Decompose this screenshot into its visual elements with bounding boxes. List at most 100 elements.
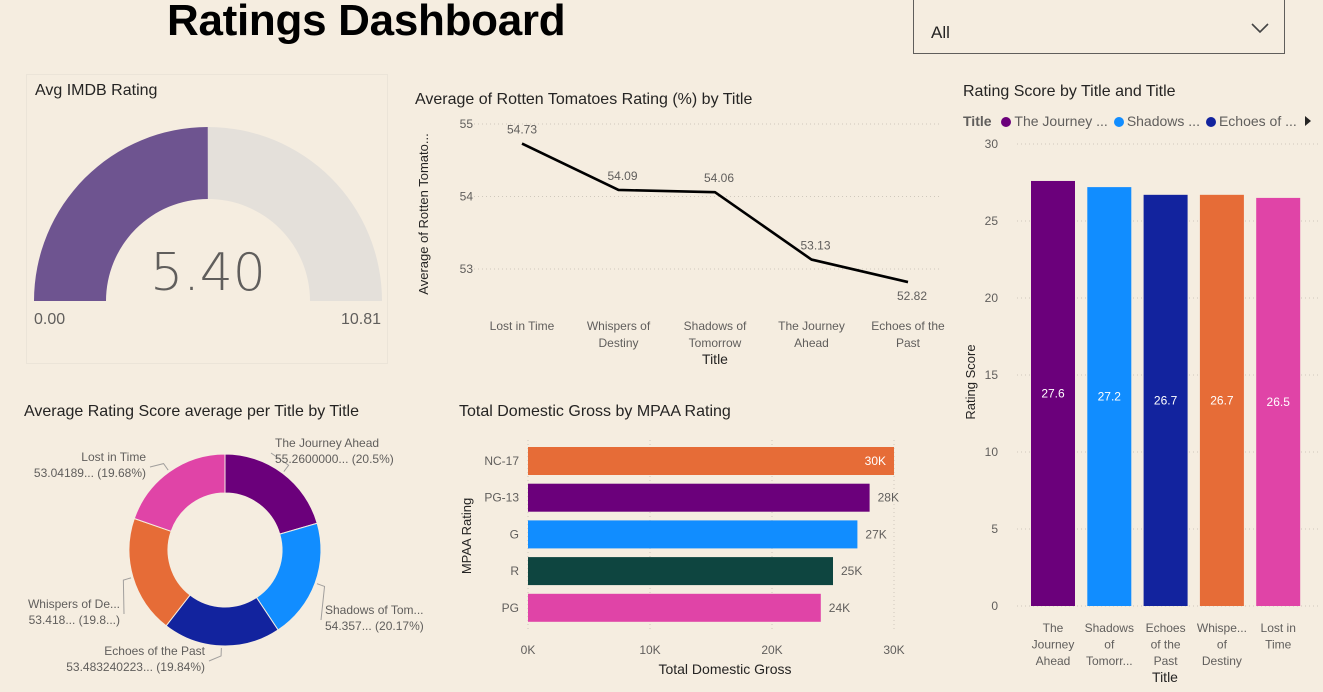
line-xtick-label: Ahead bbox=[794, 336, 829, 350]
bar-xtick-label: The bbox=[1043, 621, 1064, 635]
rating-score-bar-chart[interactable]: 0 5 10 15 20 25 30 27.6 The Journey Ahead 27.2 Shado… bbox=[955, 132, 1323, 692]
line-data-label: 53.13 bbox=[800, 239, 830, 253]
hbar-data-label: 28K bbox=[878, 491, 899, 505]
bar-chart-legend[interactable]: Title The Journey ... Shadows ... Echoes o… bbox=[963, 113, 1297, 129]
line-ytick-label: 53 bbox=[460, 262, 474, 276]
line-xtick-label: Echoes of the bbox=[871, 319, 945, 333]
bar-rect[interactable] bbox=[1199, 194, 1244, 606]
legend-next-icon[interactable] bbox=[1304, 115, 1312, 127]
hbar-xtick-label: 0K bbox=[521, 643, 536, 657]
bar-x-axis-title: Title bbox=[1152, 669, 1178, 685]
gauge-min-label: 0.00 bbox=[34, 311, 65, 328]
hbar-rect[interactable] bbox=[528, 557, 833, 586]
bar-rect[interactable] bbox=[1087, 187, 1132, 606]
line-point[interactable] bbox=[616, 187, 621, 192]
hbar-data-label: 25K bbox=[841, 564, 862, 578]
line-chart-title: Average of Rotten Tomatoes Rating (%) by… bbox=[415, 91, 753, 108]
gauge-track bbox=[207, 127, 383, 301]
donut-leader-line bbox=[149, 463, 169, 471]
line-point[interactable] bbox=[713, 190, 718, 195]
line-point[interactable] bbox=[520, 141, 525, 146]
bar-xtick-label: Whispe... bbox=[1197, 621, 1247, 635]
gauge-max-label: 10.81 bbox=[341, 311, 381, 328]
rating-score-donut-chart[interactable]: The Journey Ahead 55.2600000... (20.5%) Sh… bbox=[0, 425, 440, 692]
donut-slice-label: Shadows of Tom... bbox=[325, 603, 424, 617]
line-y-axis-title: Average of Rotten Tomato... bbox=[416, 133, 431, 294]
hbar-rect[interactable] bbox=[528, 520, 858, 549]
line-data-label: 54.09 bbox=[607, 169, 637, 183]
bar-data-label: 26.5 bbox=[1267, 395, 1291, 409]
hbar-ytick-label: PG bbox=[502, 601, 519, 615]
bar-data-label: 27.6 bbox=[1041, 386, 1065, 400]
bar-xtick-label: Destiny bbox=[1202, 654, 1242, 668]
donut-slice-label: The Journey Ahead bbox=[275, 436, 379, 450]
bar-xtick-label: of bbox=[1217, 638, 1228, 652]
donut-slice-value: 55.2600000... (20.5%) bbox=[275, 452, 394, 466]
line-data-label: 52.82 bbox=[897, 289, 927, 303]
bar-xtick-label: Tomorr... bbox=[1086, 654, 1133, 668]
line-xtick-label: Whispers of bbox=[587, 319, 651, 333]
chevron-down-icon[interactable] bbox=[1250, 21, 1270, 35]
legend-dot-icon bbox=[1205, 117, 1216, 127]
donut-leader-line bbox=[208, 647, 222, 662]
hbar-ytick-label: NC-17 bbox=[484, 454, 519, 468]
legend-item[interactable]: The Journey ... bbox=[1001, 113, 1108, 129]
hbar-ytick-label: G bbox=[510, 527, 519, 541]
bar-rect[interactable] bbox=[1031, 180, 1075, 606]
legend-item[interactable]: Echoes of ... bbox=[1205, 113, 1297, 129]
legend-label: Shadows ... bbox=[1126, 113, 1200, 129]
donut-slice-label: Echoes of the Past bbox=[104, 644, 205, 658]
bar-y-axis-title: Rating Score bbox=[963, 344, 978, 419]
legend-item[interactable]: Shadows ... bbox=[1113, 113, 1200, 129]
hbar-rect[interactable] bbox=[528, 447, 894, 475]
bar-ytick-label: 5 bbox=[991, 522, 998, 536]
donut-leader-line bbox=[270, 452, 290, 472]
hbar-ytick-label: PG-13 bbox=[484, 491, 519, 505]
gauge-title: Avg IMDB Rating bbox=[35, 82, 158, 99]
legend-dot-icon bbox=[1113, 117, 1124, 127]
line-xtick-label: The Journey bbox=[778, 319, 845, 333]
donut-slice[interactable] bbox=[133, 453, 226, 532]
bar-rect[interactable] bbox=[1143, 194, 1188, 606]
page-title: Ratings Dashboard bbox=[167, 0, 566, 45]
hbar-xtick-label: 30K bbox=[883, 643, 904, 657]
domestic-gross-bar-chart[interactable]: 0K 10K 20K 30K 30K NC-17 28K PG-13 27K G 25K R 24K PG… bbox=[455, 430, 935, 692]
donut-chart-title: Average Rating Score average per Title b… bbox=[24, 403, 359, 420]
donut-slice-label: Lost in Time bbox=[81, 450, 146, 464]
line-xtick-label: Tomorrow bbox=[689, 336, 742, 350]
hbar-xtick-label: 10K bbox=[639, 643, 660, 657]
donut-leader-line bbox=[316, 583, 326, 621]
bar-ytick-label: 0 bbox=[991, 599, 998, 613]
hbar-rect[interactable] bbox=[528, 593, 821, 622]
line-data-label: 54.73 bbox=[507, 123, 537, 137]
donut-slice-value: 53.483240223... (19.84%) bbox=[66, 660, 205, 674]
hbar-x-axis-title: Total Domestic Gross bbox=[658, 661, 791, 677]
hbar-data-label: 24K bbox=[829, 601, 850, 615]
legend-label: The Journey ... bbox=[1014, 113, 1108, 129]
slicer-selected-value: All bbox=[931, 23, 950, 42]
hbar-rect[interactable] bbox=[528, 483, 870, 512]
donut-leader-line bbox=[122, 577, 132, 615]
bar-xtick-label: Ahead bbox=[1036, 654, 1071, 668]
legend-dot-icon bbox=[1001, 117, 1012, 127]
bar-xtick-label: Journey bbox=[1032, 638, 1075, 652]
bar-xtick-label: Echoes bbox=[1146, 621, 1186, 635]
gauge-fill bbox=[34, 127, 208, 301]
donut-slice-value: 53.04189... (19.68%) bbox=[34, 466, 146, 480]
rotten-tomatoes-line-chart[interactable]: 53 54 55 54.73 54.09 54.06 53.13 52.82 Lost in T… bbox=[410, 112, 950, 372]
line-point[interactable] bbox=[906, 280, 911, 285]
legend-title: Title bbox=[963, 113, 992, 129]
line-point[interactable] bbox=[809, 257, 814, 262]
hbar-y-axis-title: MPAA Rating bbox=[459, 498, 474, 574]
bar-ytick-label: 20 bbox=[985, 291, 999, 305]
title-slicer-dropdown[interactable]: All bbox=[913, 0, 1285, 54]
donut-slice[interactable] bbox=[224, 453, 318, 535]
bar-rect[interactable] bbox=[1256, 197, 1301, 606]
line-series[interactable] bbox=[521, 142, 909, 284]
line-xtick-label: Past bbox=[896, 336, 921, 350]
hbar-chart-title: Total Domestic Gross by MPAA Rating bbox=[459, 403, 731, 420]
bar-data-label: 27.2 bbox=[1098, 390, 1122, 404]
gauge-panel[interactable] bbox=[26, 74, 388, 364]
line-xtick-label: Lost in Time bbox=[490, 319, 555, 333]
line-data-label: 54.06 bbox=[704, 171, 734, 185]
